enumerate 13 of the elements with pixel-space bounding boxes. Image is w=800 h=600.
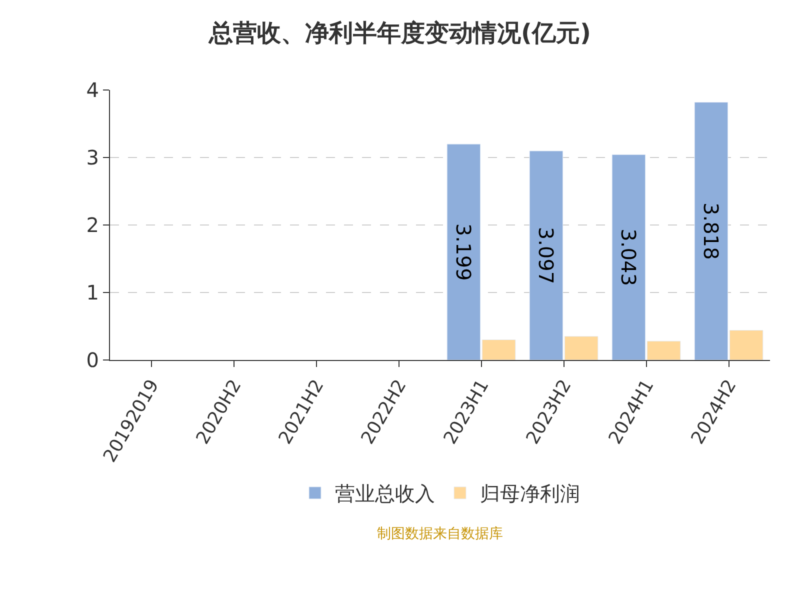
y-tick-label: 3 bbox=[86, 146, 99, 170]
y-tick-label: 1 bbox=[86, 280, 99, 304]
text: 制图数据来自数据库 bbox=[377, 526, 503, 542]
legend-label: 营业总收入 bbox=[335, 482, 435, 506]
y-tick-label: 2 bbox=[86, 213, 99, 237]
data-label: 3.043 bbox=[616, 228, 641, 286]
data-label: 3.097 bbox=[534, 226, 558, 284]
data-label: 3.199 bbox=[452, 223, 476, 281]
y-tick-label: 4 bbox=[86, 78, 99, 102]
legend-label: 归母净利润 bbox=[480, 482, 580, 506]
chart-title: 总营收、净利半年度变动情况(亿元) bbox=[208, 18, 591, 47]
y-tick-label: 0 bbox=[86, 348, 99, 372]
data-label: 3.818 bbox=[699, 202, 724, 260]
